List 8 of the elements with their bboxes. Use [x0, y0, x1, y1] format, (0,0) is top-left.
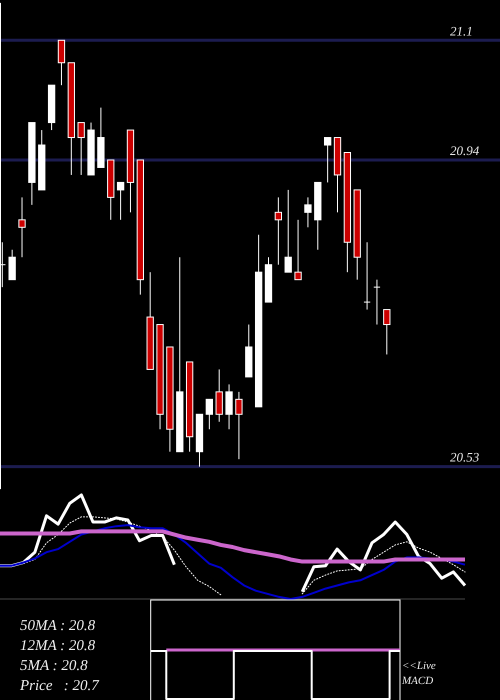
text: Price : 20.7: [19, 678, 100, 694]
annotation: <<Live MACD: [401, 660, 436, 687]
y-tick-label: 21.1: [450, 23, 473, 38]
text: 50MA : 20.8: [20, 618, 96, 634]
text: 12MA : 20.8: [20, 638, 96, 654]
text: 5MA : 20.8: [20, 658, 88, 674]
y-tick-label: 20.94: [450, 142, 480, 158]
y-tick-label: 20.53: [450, 450, 480, 465]
